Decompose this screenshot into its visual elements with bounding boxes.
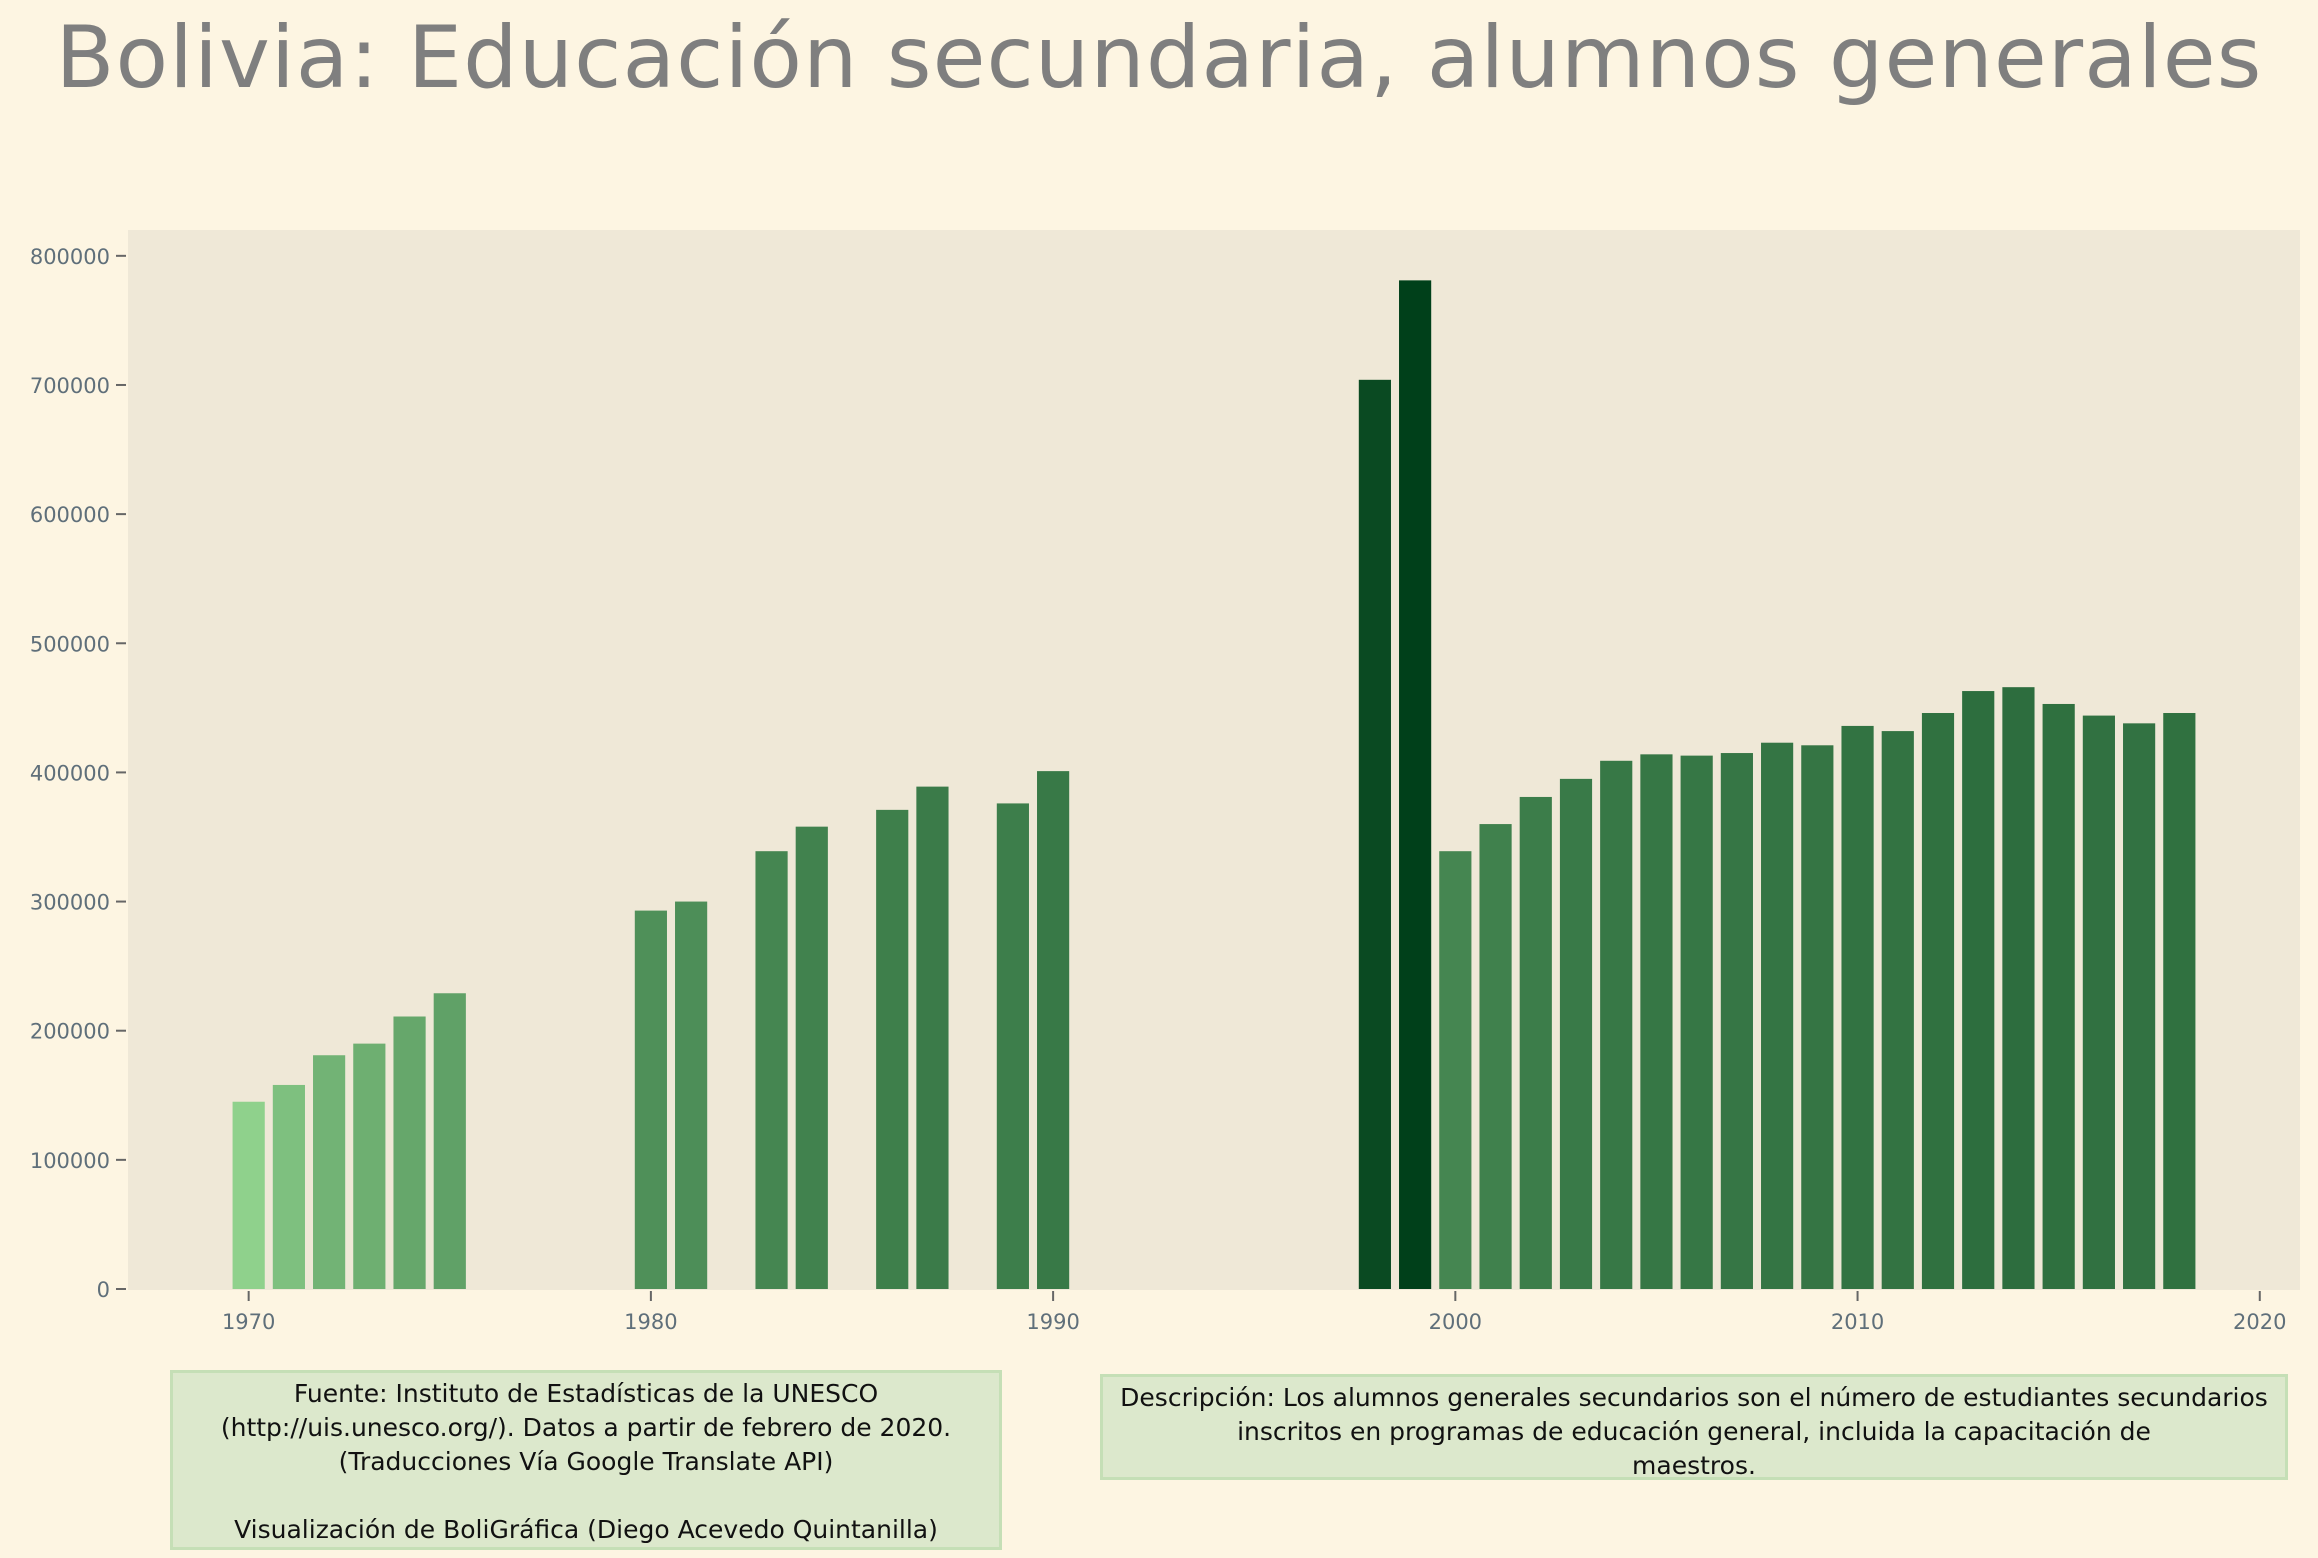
description-line-1: Descripción: Los alumnos generales secun… (1120, 1383, 2268, 1412)
source-line-1: Fuente: Instituto de Estadísticas de la … (293, 1379, 879, 1408)
bar-2015 (2042, 703, 2075, 1289)
bar-1973 (353, 1043, 386, 1289)
bar-2003 (1559, 778, 1593, 1289)
bar-1998 (1358, 379, 1391, 1289)
y-tick-label: 0 (97, 1278, 110, 1302)
x-tick-label: 2010 (1831, 1310, 1884, 1334)
bars-group (232, 280, 2196, 1289)
bar-2006 (1680, 755, 1713, 1289)
source-line-4 (173, 1479, 999, 1513)
bar-1980 (634, 910, 667, 1289)
y-tick-label: 100000 (30, 1149, 110, 1173)
y-tick-label: 400000 (30, 761, 110, 785)
bar-2011 (1881, 731, 1914, 1289)
chart-title: Bolivia: Educación secundaria, alumnos g… (55, 8, 2263, 108)
description-line-2: inscritos en programas de educación gene… (1237, 1417, 2151, 1446)
y-tick-label: 700000 (30, 374, 110, 398)
bar-2002 (1519, 796, 1552, 1289)
y-tick-label: 200000 (30, 1020, 110, 1044)
bar-1989 (996, 803, 1029, 1289)
bar-2005 (1640, 754, 1673, 1289)
y-axis: 0 100000 200000 300000 400000 500000 600000 700… (30, 245, 126, 1302)
bar-2010 (1841, 725, 1874, 1289)
x-tick-label: 1980 (624, 1310, 677, 1334)
bar-2004 (1600, 760, 1633, 1289)
x-tick-label: 1970 (222, 1310, 275, 1334)
bar-2012 (1921, 713, 1955, 1289)
x-axis: 1970 1980 1990 2000 2010 2020 (222, 1291, 2287, 1334)
bar-2018 (2163, 713, 2196, 1289)
bar-2007 (1720, 753, 1753, 1289)
bar-1975 (433, 993, 466, 1289)
description-line-3: maestros. (1632, 1451, 1756, 1480)
bar-1974 (393, 1016, 426, 1289)
bar-2014 (2002, 687, 2035, 1289)
x-tick-label: 2020 (2233, 1310, 2286, 1334)
source-note: Fuente: Instituto de Estadísticas de la … (170, 1370, 1002, 1550)
bar-1984 (795, 826, 828, 1289)
bar-2016 (2082, 715, 2115, 1289)
source-line-3: (Traducciones Vía Google Translate API) (338, 1447, 834, 1476)
x-tick-label: 2000 (1429, 1310, 1482, 1334)
y-tick-label: 500000 (30, 632, 110, 656)
bar-1987 (916, 786, 949, 1289)
bar-1972 (313, 1055, 346, 1289)
bar-1983 (755, 851, 788, 1289)
bar-1986 (876, 809, 909, 1289)
x-tick-label: 1990 (1026, 1310, 1079, 1334)
bar-1981 (675, 901, 708, 1289)
y-tick-label: 600000 (30, 503, 110, 527)
y-tick-label: 800000 (30, 245, 110, 269)
bar-chart: 0 100000 200000 300000 400000 500000 600000 700… (30, 230, 2300, 1334)
y-tick-label: 300000 (30, 891, 110, 915)
bar-1971 (272, 1084, 305, 1289)
bar-2001 (1479, 824, 1512, 1289)
bar-1990 (1037, 771, 1070, 1289)
bar-1999 (1399, 280, 1432, 1289)
bar-2000 (1439, 851, 1472, 1289)
bar-2008 (1761, 742, 1794, 1289)
description-note: Descripción: Los alumnos generales secun… (1100, 1374, 2288, 1480)
source-line-5: Visualización de BoliGráfica (Diego Acev… (234, 1515, 938, 1544)
source-line-2: (http://uis.unesco.org/). Datos a partir… (220, 1413, 952, 1442)
bar-1970 (232, 1101, 265, 1289)
bar-2013 (1962, 691, 1995, 1289)
bar-2009 (1801, 745, 1834, 1289)
bar-2017 (2123, 723, 2156, 1289)
